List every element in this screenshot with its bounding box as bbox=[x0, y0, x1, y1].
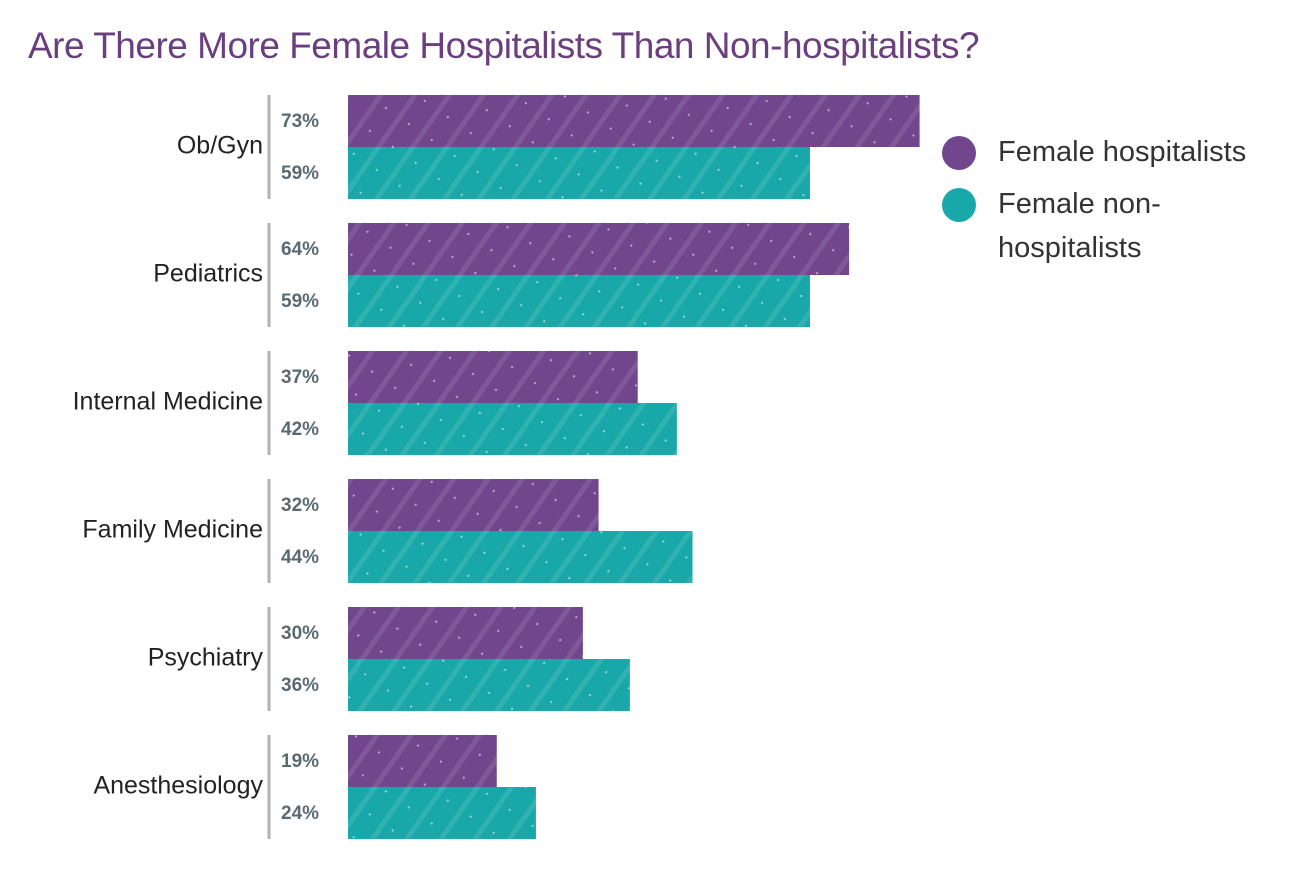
chart-title: Are There More Female Hospitalists Than … bbox=[28, 25, 980, 66]
category-label-pediatrics: Pediatrics bbox=[153, 260, 263, 288]
value-label-female-hospitalists-ob-gyn: 73% bbox=[281, 111, 319, 132]
legend-swatch-female-hospitalists bbox=[942, 136, 976, 170]
bar-texture-female-hospitalists-internal-medicine bbox=[348, 351, 638, 403]
value-label-female-non-hospitalists-internal-medicine: 42% bbox=[281, 419, 319, 440]
bar-texture-female-non-hospitalists-family-medicine bbox=[348, 531, 693, 583]
category-label-anesthesiology: Anesthesiology bbox=[93, 772, 263, 800]
value-label-female-non-hospitalists-family-medicine: 44% bbox=[281, 547, 319, 568]
category-label-psychiatry: Psychiatry bbox=[148, 644, 264, 672]
value-label-female-non-hospitalists-anesthesiology: 24% bbox=[281, 803, 319, 824]
bar-texture-female-hospitalists-pediatrics bbox=[348, 223, 850, 275]
legend-item-female-non-hospitalists: Female non-hospitalists bbox=[942, 182, 1282, 270]
chart-legend: Female hospitalists Female non-hospitali… bbox=[942, 130, 1282, 278]
value-label-female-hospitalists-anesthesiology: 19% bbox=[281, 751, 319, 772]
legend-label-female-non-hospitalists: Female non-hospitalists bbox=[998, 188, 1161, 264]
category-label-ob-gyn: Ob/Gyn bbox=[177, 132, 263, 160]
value-label-female-hospitalists-family-medicine: 32% bbox=[281, 495, 319, 516]
value-label-female-hospitalists-internal-medicine: 37% bbox=[281, 367, 319, 388]
value-label-female-hospitalists-pediatrics: 64% bbox=[281, 239, 319, 260]
value-label-female-non-hospitalists-pediatrics: 59% bbox=[281, 291, 319, 312]
bar-texture-female-hospitalists-family-medicine bbox=[348, 479, 599, 531]
value-label-female-hospitalists-psychiatry: 30% bbox=[281, 623, 319, 644]
bar-texture-female-non-hospitalists-pediatrics bbox=[348, 275, 810, 327]
bar-texture-female-hospitalists-anesthesiology bbox=[348, 735, 497, 787]
value-label-female-non-hospitalists-psychiatry: 36% bbox=[281, 675, 319, 696]
legend-label-female-hospitalists: Female hospitalists bbox=[998, 136, 1247, 168]
bar-texture-female-non-hospitalists-ob-gyn bbox=[348, 147, 810, 199]
legend-swatch-female-non-hospitalists bbox=[942, 188, 976, 222]
category-label-internal-medicine: Internal Medicine bbox=[73, 388, 263, 416]
value-label-female-non-hospitalists-ob-gyn: 59% bbox=[281, 163, 319, 184]
category-label-family-medicine: Family Medicine bbox=[82, 516, 263, 544]
bar-texture-female-hospitalists-psychiatry bbox=[348, 607, 583, 659]
legend-item-female-hospitalists: Female hospitalists bbox=[942, 130, 1282, 174]
bar-texture-female-non-hospitalists-psychiatry bbox=[348, 659, 630, 711]
bar-texture-female-hospitalists-ob-gyn bbox=[348, 95, 920, 147]
bar-texture-female-non-hospitalists-anesthesiology bbox=[348, 787, 536, 839]
bar-texture-female-non-hospitalists-internal-medicine bbox=[348, 403, 677, 455]
